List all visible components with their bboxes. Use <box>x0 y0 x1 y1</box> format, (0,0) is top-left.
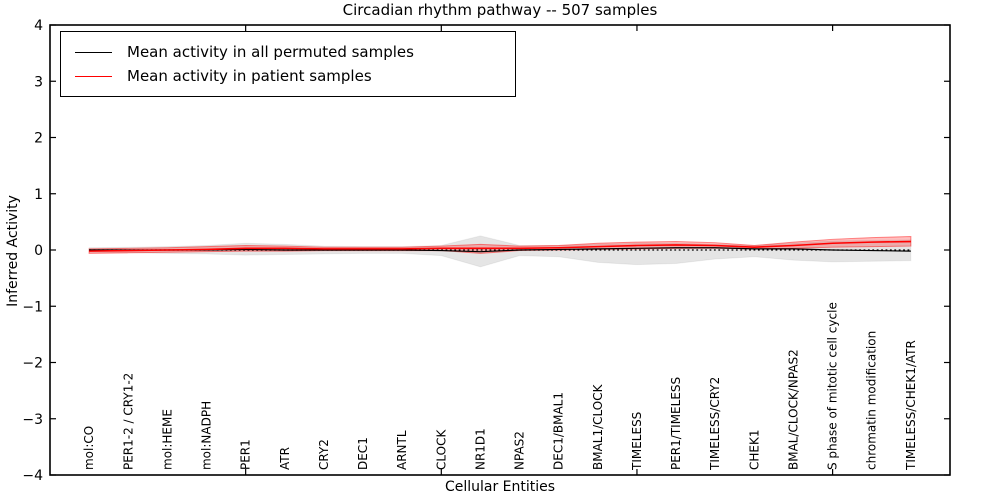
chart-title: Circadian rhythm pathway -- 507 samples <box>342 1 658 19</box>
y-tick-label: 1 <box>34 187 43 203</box>
x-category-label: PER1-2 / CRY1-2 <box>121 373 135 470</box>
legend-line-icon <box>75 51 112 53</box>
y-tick-label: −1 <box>22 299 43 315</box>
x-category-label: NR1D1 <box>473 428 487 470</box>
y-tick-label: 0 <box>34 243 43 259</box>
y-tick-label: −4 <box>22 468 43 484</box>
series-line-permuted <box>89 247 911 253</box>
x-category-label: PER1/TIMELESS <box>669 377 683 470</box>
y-tick-label: −2 <box>22 356 43 372</box>
legend-line-icon <box>75 75 112 77</box>
y-tick-label: 3 <box>34 74 43 90</box>
x-category-label: TIMELESS/CRY2 <box>708 377 722 471</box>
x-category-label: TIMELESS/CHEK1/ATR <box>904 340 918 471</box>
x-category-label: CRY2 <box>317 439 331 470</box>
x-category-label: mol:HEME <box>160 409 174 470</box>
legend-item-label: Mean activity in patient samples <box>127 67 372 85</box>
x-category-label: BMAL/CLOCK/NPAS2 <box>786 349 800 470</box>
x-category-label: PER1 <box>239 439 253 470</box>
y-tick-label: −3 <box>22 412 43 428</box>
legend: Mean activity in all permuted samples Me… <box>60 31 516 97</box>
legend-item-patient: Mean activity in patient samples <box>61 67 515 85</box>
y-tick-label: 4 <box>34 18 43 34</box>
x-axis-label: Cellular Entities <box>444 479 556 495</box>
x-category-label: DEC1 <box>356 437 370 470</box>
x-category-label: CLOCK <box>434 429 448 470</box>
x-category-label: ATR <box>278 447 292 470</box>
x-category-label: mol:CO <box>82 426 96 470</box>
series-line-patient <box>89 240 911 252</box>
x-category-label: DEC1/BMAL1 <box>552 392 566 470</box>
x-category-label: ARNTL <box>395 430 409 470</box>
x-category-label: chromatin modification <box>865 331 879 470</box>
legend-item-permuted: Mean activity in all permuted samples <box>61 43 515 61</box>
y-tick-label: 2 <box>34 131 43 147</box>
x-category-label: TIMELESS <box>630 412 644 471</box>
x-category-label: NPAS2 <box>513 431 527 470</box>
x-category-label: CHEK1 <box>747 430 761 471</box>
x-category-label: BMAL1/CLOCK <box>591 383 605 470</box>
legend-item-label: Mean activity in all permuted samples <box>127 43 414 61</box>
x-category-label: mol:NADPH <box>200 401 214 470</box>
x-category-label: S phase of mitotic cell cycle <box>826 302 840 470</box>
